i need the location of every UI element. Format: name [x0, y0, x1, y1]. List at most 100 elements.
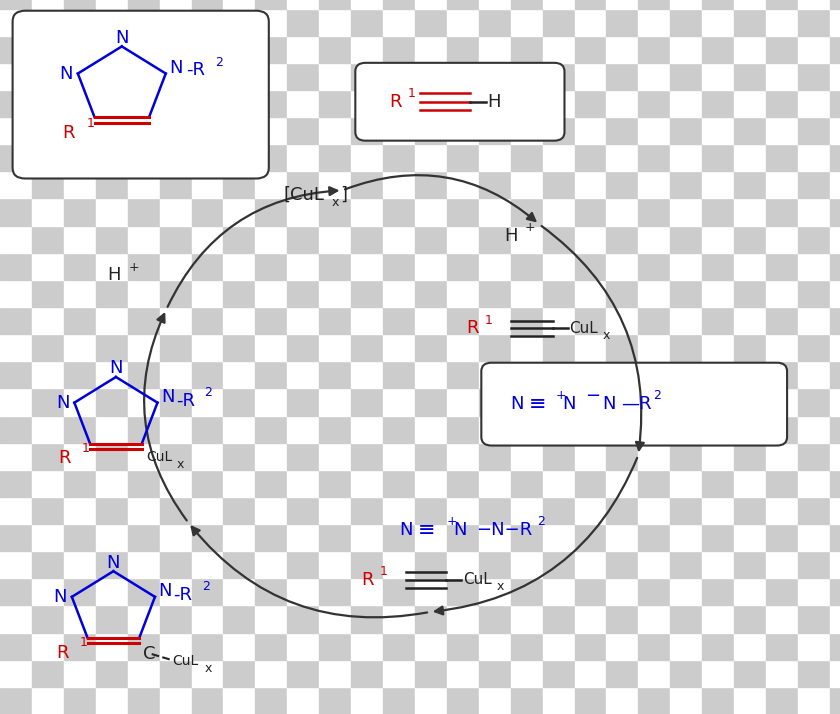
Bar [606, 578, 638, 605]
Bar [319, 578, 351, 605]
Text: 2: 2 [653, 389, 660, 402]
Bar [255, 361, 287, 388]
Bar [287, 633, 319, 660]
Bar [479, 36, 511, 63]
Bar [702, 334, 734, 361]
Bar [64, 36, 96, 63]
Bar [734, 226, 766, 253]
Bar [351, 551, 383, 578]
Bar [479, 280, 511, 307]
Bar [351, 226, 383, 253]
Bar [64, 660, 96, 687]
Bar [575, 90, 606, 117]
Bar [128, 0, 160, 9]
Bar [255, 90, 287, 117]
Bar [734, 660, 766, 687]
Bar [128, 63, 160, 90]
Text: N: N [115, 29, 129, 47]
Bar [0, 334, 32, 361]
Bar [383, 307, 415, 334]
Bar [287, 687, 319, 714]
Bar [511, 470, 543, 497]
Bar [798, 334, 830, 361]
Bar [415, 687, 447, 714]
Bar [32, 307, 64, 334]
Text: N: N [56, 393, 70, 412]
Bar [543, 198, 575, 226]
Bar [128, 443, 160, 470]
Bar [606, 9, 638, 36]
Bar [287, 605, 319, 633]
Bar [479, 144, 511, 171]
Bar [255, 117, 287, 144]
Bar [766, 198, 798, 226]
Bar [479, 226, 511, 253]
Bar [32, 334, 64, 361]
Bar [830, 578, 840, 605]
Bar [160, 307, 192, 334]
Bar [32, 524, 64, 551]
Bar [766, 226, 798, 253]
Bar [543, 90, 575, 117]
Bar [160, 551, 192, 578]
Bar [543, 551, 575, 578]
Bar [287, 551, 319, 578]
Bar [192, 633, 223, 660]
Bar [255, 0, 287, 9]
Bar [287, 253, 319, 280]
Bar [64, 171, 96, 198]
Text: C: C [144, 645, 155, 663]
Bar [702, 470, 734, 497]
Bar [351, 171, 383, 198]
Bar [575, 36, 606, 63]
Bar [670, 524, 702, 551]
Bar [670, 605, 702, 633]
Bar [64, 497, 96, 524]
Bar [0, 361, 32, 388]
Bar [0, 687, 32, 714]
Bar [319, 0, 351, 9]
Bar [575, 578, 606, 605]
Bar [415, 307, 447, 334]
Bar [638, 36, 670, 63]
Bar [734, 551, 766, 578]
Text: 1: 1 [87, 116, 94, 130]
Bar [0, 90, 32, 117]
Bar [32, 361, 64, 388]
Bar [96, 280, 128, 307]
Bar [383, 334, 415, 361]
Bar [383, 660, 415, 687]
Bar [606, 388, 638, 416]
Bar [447, 524, 479, 551]
Bar [128, 307, 160, 334]
Text: x: x [205, 662, 212, 675]
Bar [670, 660, 702, 687]
Bar [319, 497, 351, 524]
Bar [830, 388, 840, 416]
Bar [798, 9, 830, 36]
Bar [479, 497, 511, 524]
Bar [319, 144, 351, 171]
Bar [128, 280, 160, 307]
Bar [160, 416, 192, 443]
Bar [0, 144, 32, 171]
Bar [575, 280, 606, 307]
Bar [511, 578, 543, 605]
Bar [415, 117, 447, 144]
Bar [543, 117, 575, 144]
Bar [702, 605, 734, 633]
Bar [223, 361, 255, 388]
Bar [192, 416, 223, 443]
Bar [447, 253, 479, 280]
Bar [447, 334, 479, 361]
Bar [511, 551, 543, 578]
Bar [734, 443, 766, 470]
Bar [319, 388, 351, 416]
Bar [96, 63, 128, 90]
Text: ≡: ≡ [417, 520, 435, 540]
Bar [383, 9, 415, 36]
Bar [606, 171, 638, 198]
Bar [798, 90, 830, 117]
Text: N: N [169, 59, 182, 77]
Bar [734, 578, 766, 605]
